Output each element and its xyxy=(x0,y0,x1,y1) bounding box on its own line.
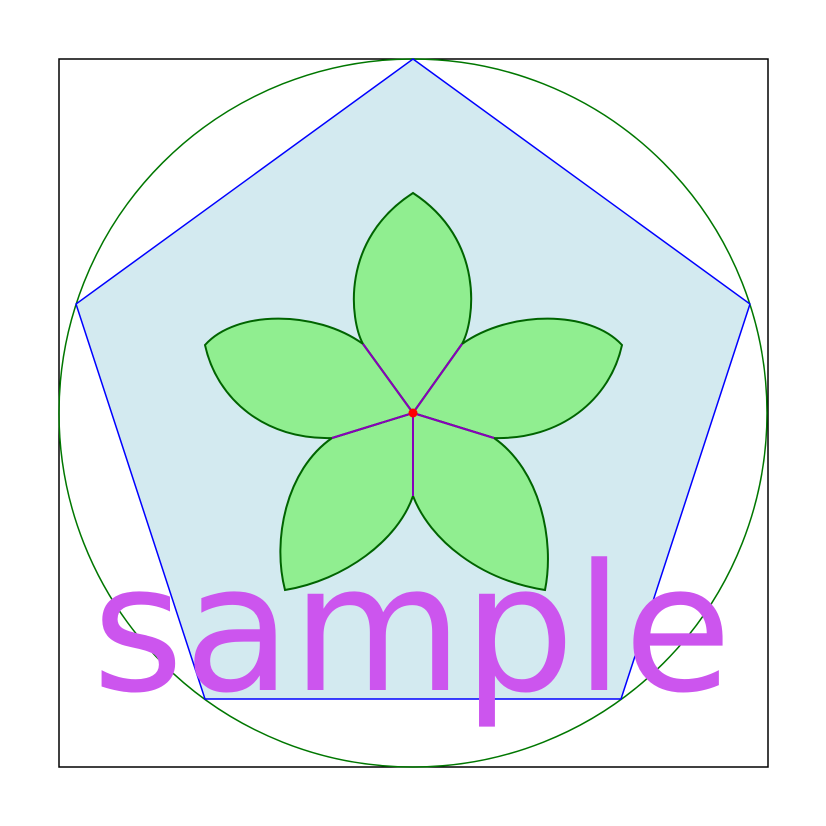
spoke-left xyxy=(331,412,414,439)
sample-watermark: sample xyxy=(92,527,732,732)
spoke-upper-left xyxy=(362,343,414,414)
center-point xyxy=(408,408,418,418)
spoke-upper-right xyxy=(412,343,463,414)
spokes xyxy=(331,343,495,496)
spoke-right xyxy=(412,412,495,439)
